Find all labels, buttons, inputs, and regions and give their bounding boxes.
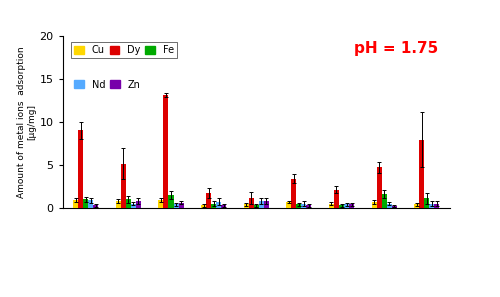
Bar — [201, 205, 206, 208]
Bar — [392, 206, 396, 208]
Bar — [206, 193, 211, 208]
Bar — [83, 199, 88, 208]
Bar — [419, 140, 424, 208]
Bar — [339, 205, 344, 208]
Bar — [78, 130, 83, 208]
Bar — [434, 204, 440, 208]
Bar — [168, 195, 173, 208]
Bar — [88, 200, 94, 208]
Bar — [296, 204, 302, 208]
Bar — [131, 204, 136, 208]
Bar — [248, 198, 254, 208]
Bar — [73, 200, 78, 208]
Bar — [302, 204, 306, 208]
Bar — [164, 95, 168, 208]
Bar — [121, 164, 126, 208]
Legend: Nd, Zn: Nd, Zn — [71, 77, 144, 92]
Bar — [334, 190, 339, 208]
Bar — [349, 204, 354, 208]
Bar — [382, 194, 386, 208]
Bar — [376, 168, 382, 208]
Bar — [259, 201, 264, 208]
Bar — [158, 200, 164, 208]
Bar — [386, 204, 392, 208]
Bar — [424, 198, 430, 208]
Bar — [414, 204, 419, 208]
Bar — [221, 205, 226, 208]
Text: pH = 1.75: pH = 1.75 — [354, 41, 438, 56]
Bar — [136, 201, 141, 208]
Y-axis label: Amount of metal ions  adsorption
[μg/mg]: Amount of metal ions adsorption [μg/mg] — [17, 46, 36, 198]
Bar — [286, 202, 292, 208]
Bar — [116, 201, 121, 208]
Bar — [254, 205, 259, 208]
Bar — [292, 178, 296, 208]
Bar — [216, 202, 221, 208]
Bar — [329, 204, 334, 208]
Bar — [264, 201, 269, 208]
Bar — [306, 205, 312, 208]
Bar — [372, 202, 376, 208]
Bar — [94, 205, 98, 208]
Bar — [178, 203, 184, 208]
Bar — [174, 204, 178, 208]
Bar — [430, 204, 434, 208]
Bar — [344, 204, 349, 208]
Bar — [211, 204, 216, 208]
Bar — [244, 204, 248, 208]
Bar — [126, 199, 131, 208]
